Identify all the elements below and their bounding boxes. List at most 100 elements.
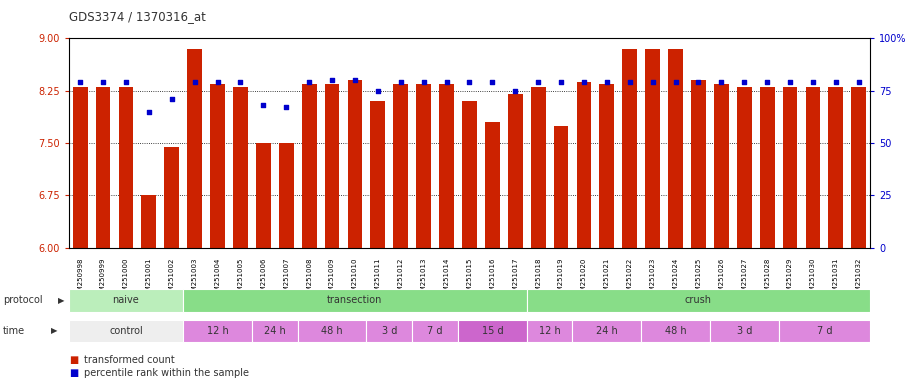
Bar (278, 143, 294, 248)
Point (828, 79, 843, 85)
Point (599, 79, 614, 85)
Bar (668, 49, 683, 248)
Bar (118, 87, 134, 248)
Bar (530, 87, 546, 248)
Text: 12 h: 12 h (539, 326, 561, 336)
Bar (782, 87, 798, 248)
Bar (736, 87, 752, 248)
Bar (439, 84, 454, 248)
Point (347, 77, 362, 83)
Bar (347, 80, 363, 248)
Point (691, 79, 705, 85)
Text: 12 h: 12 h (207, 326, 228, 336)
Bar (141, 195, 157, 248)
Bar (805, 87, 821, 248)
Text: transection: transection (327, 295, 383, 306)
Point (576, 79, 591, 85)
Point (462, 79, 476, 85)
Text: 15 d: 15 d (482, 326, 503, 336)
Bar (572, 320, 641, 343)
Point (485, 79, 499, 85)
Bar (710, 320, 779, 343)
Text: transformed count: transformed count (84, 355, 175, 365)
Bar (485, 122, 500, 248)
Text: protocol: protocol (3, 295, 42, 305)
Bar (366, 320, 412, 343)
Bar (72, 87, 88, 248)
Point (714, 79, 728, 85)
Bar (69, 320, 183, 343)
Bar (416, 84, 431, 248)
Point (95, 79, 110, 85)
Bar (301, 84, 317, 248)
Point (782, 79, 797, 85)
Bar (69, 289, 183, 312)
Bar (412, 320, 458, 343)
Point (805, 79, 820, 85)
Point (851, 79, 866, 85)
Text: ▶: ▶ (58, 296, 64, 305)
Point (187, 79, 202, 85)
Text: 48 h: 48 h (665, 326, 686, 336)
Text: time: time (3, 326, 25, 336)
Bar (828, 87, 844, 248)
Text: control: control (109, 326, 143, 336)
Point (233, 79, 247, 85)
Text: percentile rank within the sample: percentile rank within the sample (84, 368, 249, 378)
Bar (641, 320, 710, 343)
Bar (527, 289, 870, 312)
Bar (462, 101, 477, 248)
Bar (507, 94, 523, 248)
Point (416, 79, 431, 85)
Bar (691, 80, 706, 248)
Point (759, 79, 774, 85)
Text: ■: ■ (69, 355, 78, 365)
Point (507, 88, 522, 94)
Bar (645, 49, 660, 248)
Point (301, 79, 316, 85)
Text: naive: naive (113, 295, 139, 306)
Point (164, 96, 179, 102)
Text: 3 d: 3 d (382, 326, 397, 336)
Point (736, 79, 751, 85)
Point (530, 79, 545, 85)
Point (668, 79, 682, 85)
Bar (393, 84, 409, 248)
Point (622, 79, 637, 85)
Point (278, 104, 293, 111)
Point (256, 102, 270, 108)
Bar (252, 320, 298, 343)
Text: 24 h: 24 h (596, 326, 617, 336)
Bar (256, 143, 271, 248)
Point (72, 79, 87, 85)
Bar (183, 289, 527, 312)
Point (210, 79, 224, 85)
Point (393, 79, 408, 85)
Bar (779, 320, 870, 343)
Text: 3 d: 3 d (736, 326, 752, 336)
Text: 24 h: 24 h (264, 326, 286, 336)
Bar (233, 87, 248, 248)
Point (370, 88, 385, 94)
Bar (527, 320, 572, 343)
Bar (298, 320, 366, 343)
Bar (187, 49, 202, 248)
Text: ■: ■ (69, 368, 78, 378)
Point (439, 79, 453, 85)
Point (118, 79, 133, 85)
Bar (759, 87, 775, 248)
Bar (553, 126, 569, 248)
Bar (210, 84, 225, 248)
Bar (599, 84, 615, 248)
Bar (324, 84, 340, 248)
Bar (576, 82, 592, 248)
Bar (714, 84, 729, 248)
Text: 7 d: 7 d (817, 326, 832, 336)
Point (645, 79, 660, 85)
Text: crush: crush (685, 295, 712, 306)
Point (141, 109, 156, 115)
Text: 48 h: 48 h (322, 326, 343, 336)
Point (553, 79, 568, 85)
Bar (183, 320, 252, 343)
Text: ▶: ▶ (51, 326, 58, 336)
